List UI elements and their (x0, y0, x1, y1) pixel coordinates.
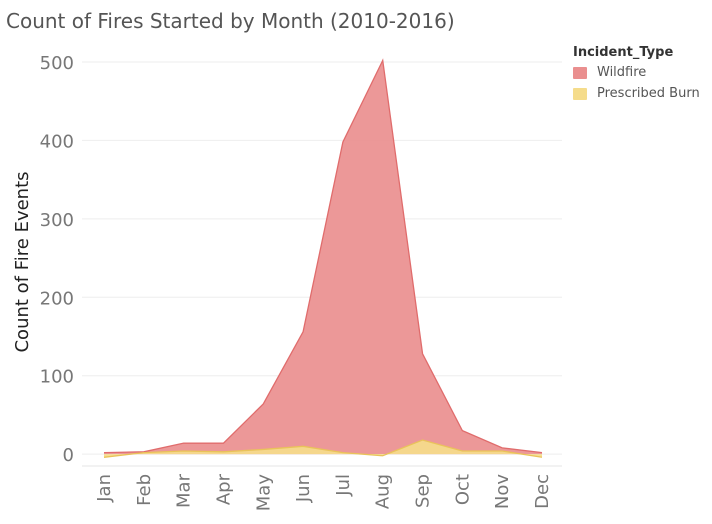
x-tick-label: Feb (134, 474, 155, 506)
legend-label-wildfire: Wildfire (597, 65, 647, 80)
y-tick-label: 300 (40, 210, 74, 231)
y-tick-label: 400 (40, 131, 74, 152)
y-tick-label: 0 (63, 445, 74, 466)
x-axis-ticks: Jan Feb Mar Apr May Jun Jul Aug Sep Oct Nov Dec (94, 473, 553, 511)
x-tick-label: May (253, 474, 274, 512)
y-axis-ticks: 0 100 200 300 400 500 (40, 53, 74, 466)
x-tick-label: Jan (94, 474, 115, 503)
legend-title: Incident_Type (573, 45, 674, 60)
legend: Incident_Type Wildfire Prescribed Burn (573, 45, 700, 107)
y-axis-label: Count of Fire Events (12, 171, 33, 352)
legend-label-prescribed-burn: Prescribed Burn (597, 86, 700, 101)
x-tick-label: Dec (532, 474, 553, 509)
legend-item-wildfire[interactable]: Wildfire (573, 65, 700, 80)
legend-swatch-prescribed-burn (573, 87, 587, 100)
x-tick-label: Sep (413, 474, 434, 508)
y-tick-label: 100 (40, 367, 74, 388)
x-tick-label: Nov (492, 474, 513, 509)
x-tick-label: Jul (333, 474, 354, 497)
area-wildfire (104, 60, 542, 455)
x-tick-label: Mar (174, 473, 195, 508)
series-areas (103, 58, 543, 458)
line-prescribed-burn (103, 439, 543, 458)
chart-title: Count of Fires Started by Month (2010-20… (6, 9, 455, 33)
x-tick-label: Apr (213, 473, 234, 505)
x-tick-label: Aug (373, 474, 394, 509)
y-tick-label: 500 (40, 53, 74, 74)
y-tick-label: 200 (40, 288, 74, 309)
x-tick-label: Oct (452, 474, 473, 505)
legend-item-prescribed-burn[interactable]: Prescribed Burn (573, 86, 700, 101)
area-prescribed-burn (104, 440, 542, 458)
x-tick-label: Jun (293, 474, 314, 503)
line-wildfire (103, 58, 543, 454)
legend-swatch-wildfire (573, 66, 587, 79)
